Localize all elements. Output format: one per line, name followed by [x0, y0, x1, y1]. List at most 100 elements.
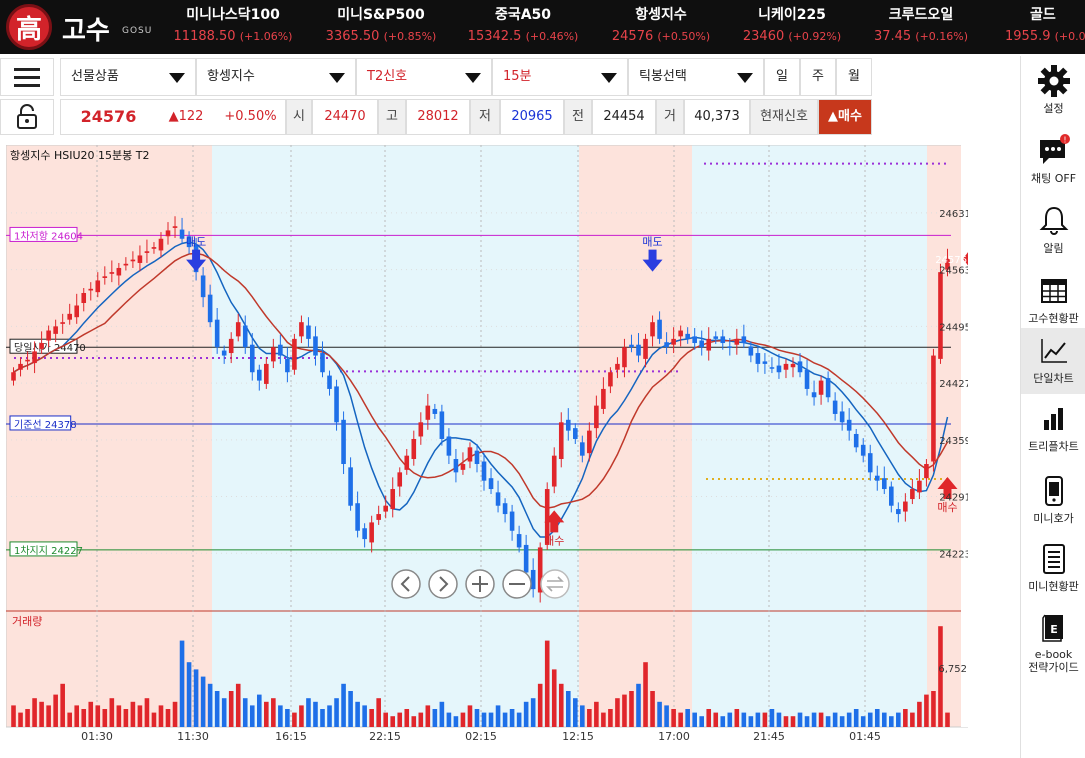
candlestick — [671, 338, 676, 345]
open-label: 시 — [286, 99, 312, 135]
candlestick — [692, 336, 697, 344]
volume-bar — [242, 698, 248, 727]
candlestick — [46, 330, 51, 341]
ticker-item[interactable]: 골드 1955.9 (+0.0 — [1000, 4, 1085, 48]
level-line-label: 기준선 24378 — [14, 419, 77, 431]
level-line-label-box — [9, 541, 78, 557]
volume-bar — [867, 712, 873, 727]
candlestick — [853, 433, 859, 448]
candlestick — [818, 380, 824, 395]
buy-signal-label: 매수 — [937, 501, 957, 514]
candlestick — [474, 450, 480, 465]
volume-bar — [790, 716, 796, 727]
volume-bar — [376, 698, 381, 727]
candlestick — [867, 453, 873, 473]
gear-icon — [1037, 65, 1070, 97]
chat-toggle-button[interactable]: ! 채팅 OFF — [1030, 134, 1077, 185]
low-label: 저 — [470, 99, 500, 135]
period-month-button[interactable]: 월 — [836, 58, 872, 96]
volume-bar — [713, 712, 719, 727]
candlestick — [699, 340, 705, 348]
candlestick — [825, 378, 831, 398]
candlestick — [860, 444, 866, 456]
volume-bar — [502, 712, 508, 727]
y-tick-label: 24495 — [939, 322, 968, 333]
candlestick — [481, 461, 487, 481]
ticker-item[interactable]: 항셍지수 24576 (+0.50%) — [586, 4, 736, 48]
reset-view-button[interactable] — [540, 569, 570, 599]
volume-bar — [636, 683, 641, 727]
ticker-name: 골드 — [1030, 7, 1056, 23]
candlestick — [889, 486, 894, 506]
volume-bar — [11, 705, 16, 727]
volume-bar — [769, 709, 775, 727]
chart-toolbar: 선물상품 항셍지수 T2신호 15분 틱봉선택 일 주 월 — [0, 58, 1020, 96]
period-day-button[interactable]: 일 — [764, 58, 800, 96]
gosu-board-button[interactable]: 고수현황판 — [1021, 268, 1085, 334]
menu-icon[interactable] — [0, 58, 54, 96]
buy-signal-label: 매수 — [544, 534, 564, 547]
ticker-item[interactable]: 중국A50 15342.5 (+0.46%) — [448, 4, 598, 48]
table-icon — [1040, 279, 1067, 303]
volume-bar — [804, 716, 810, 727]
x-tick-label: 11:30 — [177, 730, 209, 743]
candlestick — [313, 336, 318, 356]
mini-board-button[interactable]: 미니현황판 — [1021, 536, 1085, 602]
ebook-icon: E — [1041, 614, 1063, 642]
volume-bar — [271, 698, 276, 727]
volume-bar — [537, 683, 543, 727]
ticker-item[interactable]: 크루드오일 37.45 (+0.16%) — [846, 4, 996, 48]
product-select[interactable]: 선물상품 — [60, 58, 196, 96]
period-week-button[interactable]: 주 — [800, 58, 836, 96]
volume-bar — [88, 701, 94, 727]
pan-left-button[interactable] — [391, 569, 421, 599]
ticker-item[interactable]: 니케이225 23460 (+0.92%) — [717, 4, 867, 48]
gosu-logo[interactable]: 高 고수 GOSU — [6, 4, 156, 50]
candlestick — [341, 419, 346, 465]
volume-bar — [341, 683, 346, 727]
candlestick — [256, 369, 262, 381]
index-select[interactable]: 항셍지수 — [196, 58, 356, 96]
volume-bar — [249, 705, 255, 727]
tick-select[interactable]: 틱봉선택 — [628, 58, 764, 96]
candlestick — [741, 336, 747, 344]
chart-nav-controls — [391, 569, 570, 599]
single-chart-button[interactable]: 단일차트 — [1021, 328, 1085, 394]
volume-bar — [587, 709, 592, 727]
triple-chart-button[interactable]: 트리플차트 — [1021, 396, 1085, 462]
candlestick — [523, 544, 529, 573]
ebook-guide-button[interactable]: E e-book 전략가이드 — [1021, 604, 1085, 684]
ticker-item[interactable]: 미니S&P500 3365.50 (+0.85%) — [306, 4, 456, 48]
mini-hoga-button[interactable]: 미니호가 — [1021, 468, 1085, 534]
volume-bar — [207, 683, 213, 727]
chat-icon: ! — [1039, 134, 1070, 164]
zoom-out-button[interactable] — [502, 569, 532, 599]
candlestick — [734, 338, 740, 345]
low-value: 20965 — [500, 99, 564, 135]
lock-icon[interactable] — [0, 99, 54, 135]
volume-bar — [264, 701, 269, 727]
candlesticks — [11, 216, 950, 603]
y-tick-label: 24563 — [939, 266, 968, 277]
candlestick — [130, 259, 136, 262]
pan-right-button[interactable] — [428, 569, 458, 599]
volume-bar — [734, 709, 740, 727]
level-lines: 1차저항 24604 당일시가 24470 기준선 24378 1차지지 24227 — [6, 162, 951, 557]
settings-button[interactable]: 설정 — [1021, 58, 1085, 124]
right-side-panel: 설정 ! 채팅 OFF 알림 고수현황판 단일차트 트리플차트 미니호가 미니현… — [1020, 56, 1085, 758]
ma-long-line — [13, 252, 949, 509]
candlestick — [910, 489, 915, 500]
candlestick — [601, 388, 606, 409]
top-ticker-bar: 高 고수 GOSU 미니나스닥100 11188.50 (+1.06%) 미니S… — [0, 0, 1085, 54]
candlestick — [278, 344, 283, 356]
signal-select[interactable]: T2신호 — [356, 58, 492, 96]
ticker-item[interactable]: 미니나스닥100 11188.50 (+1.06%) — [158, 4, 308, 48]
volume-bar — [903, 709, 908, 727]
interval-select[interactable]: 15분 — [492, 58, 628, 96]
candlestick — [790, 363, 796, 368]
zoom-in-button[interactable] — [465, 569, 495, 599]
alarm-button[interactable]: 알림 — [1021, 198, 1085, 264]
volume-bar — [334, 698, 339, 727]
